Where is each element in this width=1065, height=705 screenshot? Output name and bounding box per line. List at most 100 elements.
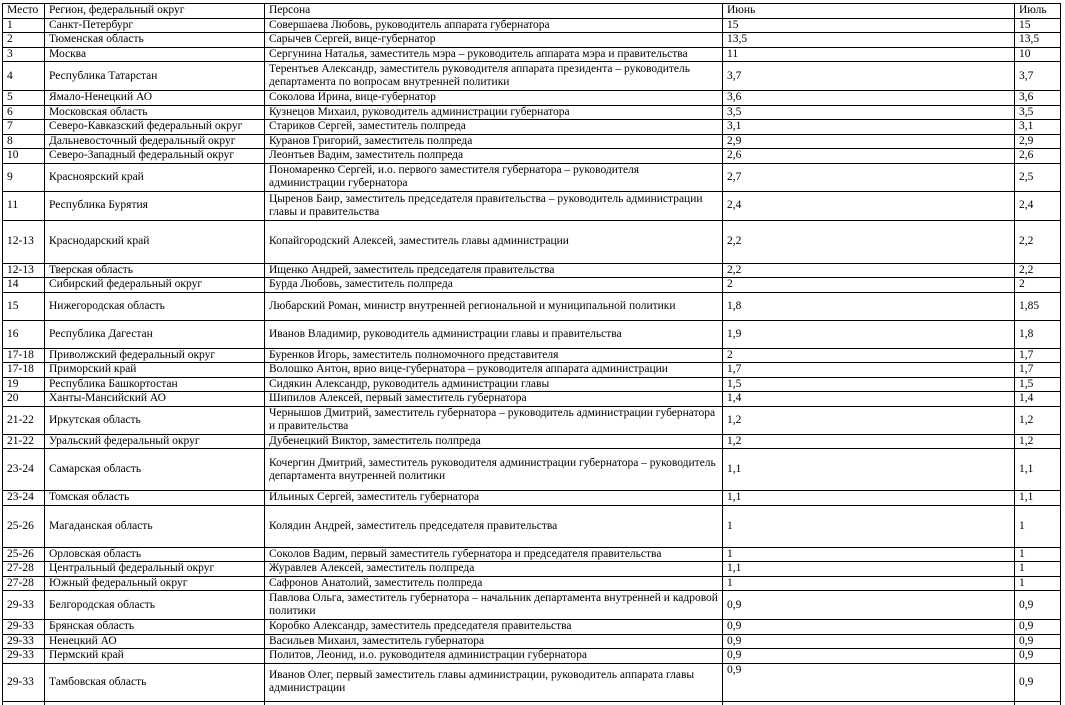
cell-persona: Терентьев Александр, заместитель руковод… <box>264 61 723 91</box>
cell-place: 29-33 <box>2 662 45 702</box>
cell-june: 1 <box>722 504 1015 548</box>
cell-region: Белгородская область <box>44 590 265 620</box>
cell-july: 1,85 <box>1014 291 1061 321</box>
cell-region: Северо-Кавказский федеральный округ <box>44 119 265 135</box>
table-row: 27-28 Южный федеральный округ Сафронов Ана… <box>2 575 1061 591</box>
cell-july: 2,2 <box>1014 262 1061 278</box>
cell-persona: Бурда Любовь, заместитель полпреда <box>264 277 723 293</box>
table-row: 29-33 Пермский край Политов, Леонид, и.о. … <box>2 648 1061 664</box>
cell-persona <box>264 700 723 705</box>
table-row: 9 Красноярский край Пономаренко Сергей, и.… <box>2 162 1061 192</box>
cell-july: 1,7 <box>1014 347 1061 363</box>
cell-july: 2,9 <box>1014 133 1061 149</box>
table-row: 29-33 Брянская область Коробко Александр, … <box>2 619 1061 635</box>
cell-july: 2 <box>1014 277 1061 293</box>
cell-july: 3,1 <box>1014 119 1061 135</box>
cell-region: Пермский край <box>44 648 265 664</box>
cell-june: 1,1 <box>722 490 1015 506</box>
cell-persona: Сергунина Наталья, заместитель мэра – ру… <box>264 46 723 62</box>
cell-place: 20 <box>2 391 45 407</box>
cell-place: 23-24 <box>2 490 45 506</box>
cell-june: 1,2 <box>722 433 1015 449</box>
cell-region: Самарская область <box>44 448 265 491</box>
cell-june: 0,9 <box>722 648 1015 664</box>
table-row: 29-33 Тамбовская область Иванов Олег, перв… <box>2 662 1061 702</box>
cell-june: 0,9 <box>722 619 1015 635</box>
cell-persona: Колядин Андрей, заместитель председателя… <box>264 504 723 548</box>
cell-region: Ямало-Ненецкий АО <box>44 90 265 106</box>
cell-june: 15 <box>722 17 1015 33</box>
cell-july: 3,7 <box>1014 61 1061 91</box>
cell-june: 0,9 <box>722 662 1015 702</box>
cell-june: 2 <box>722 347 1015 363</box>
cell-region: Тюменская область <box>44 32 265 48</box>
cell-june: 2,6 <box>722 148 1015 164</box>
cell-place: 10 <box>2 148 45 164</box>
cell-persona: Кузнецов Михаил, руководитель администра… <box>264 104 723 120</box>
table-row: 2 Тюменская область Сарычев Сергей, вице-г… <box>2 32 1061 48</box>
cell-persona: Куранов Григорий, заместитель полпреда <box>264 133 723 149</box>
cell-july: 0,9 <box>1014 662 1061 702</box>
cell-place: 12-13 <box>2 219 45 264</box>
cell-persona: Стариков Сергей, заместитель полпреда <box>264 119 723 135</box>
table-row: 15 Нижегородская область Любарский Роман, … <box>2 291 1061 321</box>
cell-place: 27-28 <box>2 561 45 577</box>
cell-place: 29-33 <box>2 648 45 664</box>
cell-july: 1 <box>1014 504 1061 548</box>
cell-june: 2,2 <box>722 262 1015 278</box>
cell-june: 13,5 <box>722 32 1015 48</box>
cell-july: 2,6 <box>1014 148 1061 164</box>
cell-region: Краснодарский край <box>44 219 265 264</box>
cell-june: 1,1 <box>722 561 1015 577</box>
cell-july: 1 <box>1014 546 1061 562</box>
cell-persona: Леонтьев Вадим, заместитель полпреда <box>264 148 723 164</box>
cell-persona: Пономаренко Сергей, и.о. первого замести… <box>264 162 723 192</box>
cell-place: 29-33 <box>2 619 45 635</box>
cell-place: 8 <box>2 133 45 149</box>
cell-region: Орловская область <box>44 546 265 562</box>
cell-july: 1 <box>1014 561 1061 577</box>
cell-place: 14 <box>2 277 45 293</box>
cell-persona: Коробко Александр, заместитель председат… <box>264 619 723 635</box>
cell-region: Тамбовская область <box>44 662 265 702</box>
column-header-june: Июнь <box>722 3 1015 19</box>
cell-region: Северо-Западный федеральный округ <box>44 148 265 164</box>
cell-persona: Иванов Олег, первый заместитель главы ад… <box>264 662 723 702</box>
cell-region: Брянская область <box>44 619 265 635</box>
cell-july: 0,9 <box>1014 590 1061 620</box>
cell-persona: Дубенецкий Виктор, заместитель полпреда <box>264 433 723 449</box>
table-row: 23-24 Самарская область Кочергин Дмитрий, … <box>2 448 1061 491</box>
cell-persona: Ильиных Сергей, заместитель губернатора <box>264 490 723 506</box>
cell-july: 0,9 <box>1014 648 1061 664</box>
cell-persona: Иванов Владимир, руководитель администра… <box>264 319 723 349</box>
table-row: 29-33 Белгородская область Павлова Ольга, … <box>2 590 1061 620</box>
cell-july: 2,4 <box>1014 190 1061 221</box>
cell-region: Московская область <box>44 104 265 120</box>
cell-july: 1,8 <box>1014 319 1061 349</box>
cell-persona: Политов, Леонид, и.о. руководителя админ… <box>264 648 723 664</box>
cell-region: Ханты-Мансийский АО <box>44 391 265 407</box>
cell-june <box>722 700 1015 705</box>
cell-persona: Любарский Роман, министр внутренней реги… <box>264 291 723 321</box>
cell-july: 13,5 <box>1014 32 1061 48</box>
cell-place: 7 <box>2 119 45 135</box>
cell-region: Уральский федеральный округ <box>44 433 265 449</box>
cell-june: 2,9 <box>722 133 1015 149</box>
cell-june: 3,1 <box>722 119 1015 135</box>
cell-region <box>44 700 265 705</box>
table-header-row: Место Регион, федеральный округ Персона … <box>2 3 1061 19</box>
cell-july: 3,6 <box>1014 90 1061 106</box>
cell-place: 9 <box>2 162 45 192</box>
cell-place: 23-24 <box>2 448 45 491</box>
cell-place <box>2 700 45 705</box>
cell-july: 1,2 <box>1014 405 1061 435</box>
cell-july: 2,5 <box>1014 162 1061 192</box>
cell-persona: Чернышов Дмитрий, заместитель губернатор… <box>264 405 723 435</box>
table-row: 21-22 Иркутская область Чернышов Дмитрий, … <box>2 405 1061 435</box>
cell-june: 1,2 <box>722 405 1015 435</box>
table-row: 20 Ханты-Мансийский АО Шипилов Алексей, пе… <box>2 391 1061 407</box>
cell-june: 1,1 <box>722 448 1015 491</box>
cell-june: 1,8 <box>722 291 1015 321</box>
table-row: 14 Сибирский федеральный округ Бурда Любов… <box>2 277 1061 293</box>
